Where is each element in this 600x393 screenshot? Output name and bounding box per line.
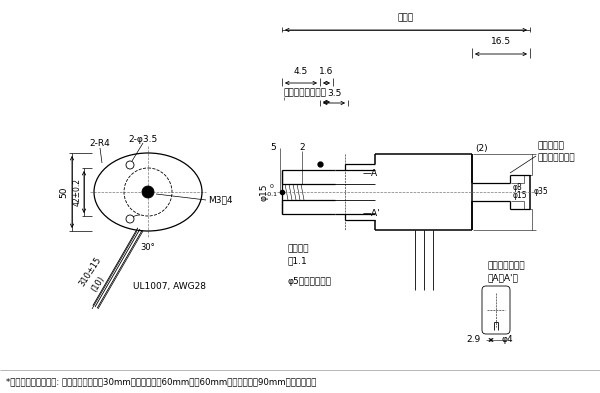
Text: φ5ネジシャフト: φ5ネジシャフト <box>287 277 331 286</box>
Text: 50: 50 <box>59 186 68 198</box>
Text: 5: 5 <box>270 143 276 152</box>
Text: —A': —A' <box>363 209 380 219</box>
Text: スリット
庄1.1: スリット 庄1.1 <box>287 244 308 266</box>
Text: 3.5: 3.5 <box>327 89 341 98</box>
Text: UL1007, AWG28: UL1007, AWG28 <box>133 281 206 290</box>
Circle shape <box>142 186 154 198</box>
Text: 2: 2 <box>299 143 305 152</box>
Text: (10): (10) <box>89 274 106 294</box>
Text: スリット部断面
（A－A'）: スリット部断面 （A－A'） <box>488 261 526 283</box>
Text: 1.6: 1.6 <box>319 67 334 76</box>
Text: 310±15: 310±15 <box>77 255 103 288</box>
Text: *ネジシャフトの長さ: 有効ストロークが30mmの場合は全長60mmに、60mmの場合は全長90mmになります。: *ネジシャフトの長さ: 有効ストロークが30mmの場合は全長60mmに、60mm… <box>6 378 316 386</box>
Text: 16.5: 16.5 <box>491 37 511 46</box>
Text: ＊全長: ＊全長 <box>398 13 414 22</box>
Text: 4.5: 4.5 <box>294 67 308 76</box>
Text: 0: 0 <box>270 184 274 189</box>
Text: (2): (2) <box>476 143 488 152</box>
Text: —A: —A <box>363 169 378 178</box>
Text: 2-R4: 2-R4 <box>89 140 110 149</box>
Text: M3深4: M3深4 <box>208 195 233 204</box>
Text: φ8: φ8 <box>513 184 523 193</box>
Text: ＊有効ストローク: ＊有効ストローク <box>284 88 327 97</box>
Text: φ4: φ4 <box>501 336 512 345</box>
Text: 2-φ3.5: 2-φ3.5 <box>128 136 158 145</box>
Text: 30°: 30° <box>140 242 155 252</box>
Text: φ35: φ35 <box>534 187 549 196</box>
Text: 42±0.2: 42±0.2 <box>73 178 82 206</box>
Text: φ15: φ15 <box>260 183 269 201</box>
Text: -0.1: -0.1 <box>266 191 278 196</box>
Text: φ15: φ15 <box>513 191 527 200</box>
Text: ロータ間座
（手動操作部）: ロータ間座 （手動操作部） <box>538 141 575 163</box>
Text: 2.9: 2.9 <box>467 336 481 345</box>
